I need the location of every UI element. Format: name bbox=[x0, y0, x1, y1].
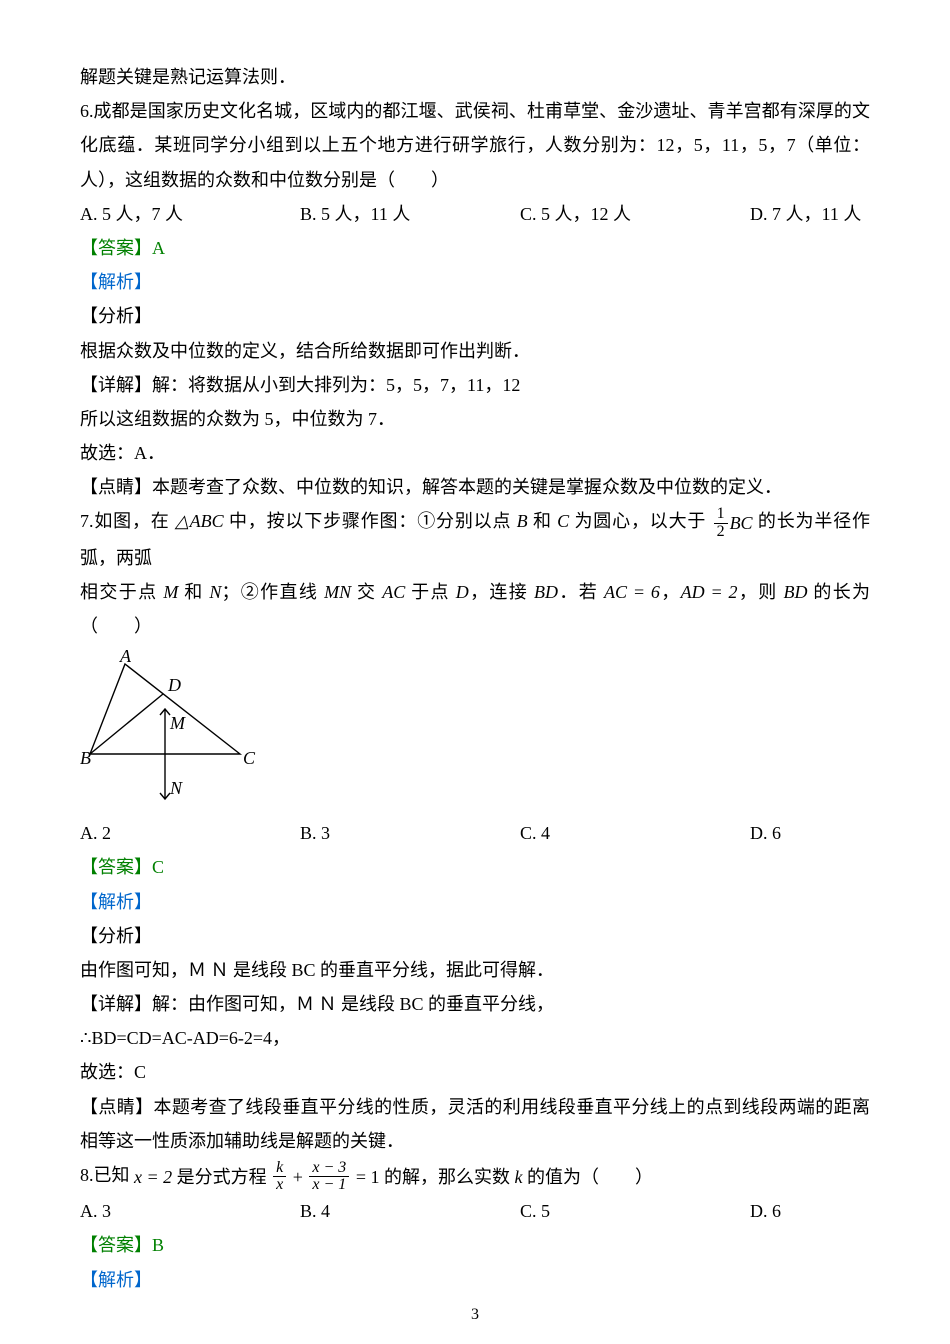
q8-x2: x = 2 bbox=[134, 1167, 172, 1187]
q7-BDlen: BD bbox=[783, 582, 807, 602]
q8-f2-den: x − 1 bbox=[309, 1177, 349, 1194]
q8-choice-b: B. 4 bbox=[300, 1194, 520, 1228]
q8-choices: A. 3 B. 4 C. 5 D. 6 bbox=[80, 1194, 870, 1228]
q7-stemend: ，则 bbox=[738, 582, 784, 602]
q7-MN: MN bbox=[324, 582, 351, 602]
q6-choice-a: A. 5 人，7 人 bbox=[80, 197, 300, 231]
q8-frac1: kx bbox=[273, 1160, 286, 1195]
q7-mid2: 为圆心，以大于 bbox=[569, 511, 711, 531]
q7-stem-line1: 7.如图，在 △ABC 中，按以下步骤作图：①分别以点 B 和 C 为圆心，以大… bbox=[80, 504, 870, 574]
q7-N: N bbox=[209, 582, 221, 602]
q7-AD2: AD = 2 bbox=[681, 582, 738, 602]
q7-BD: BD bbox=[534, 582, 558, 602]
q8-answer: 【答案】B bbox=[80, 1228, 870, 1262]
q7-lbl-C: C bbox=[243, 748, 256, 768]
q6-explain: 【解析】 bbox=[80, 265, 870, 299]
q8-mid1: 是分式方程 bbox=[172, 1167, 271, 1187]
q5-trailing: 解题关键是熟记运算法则． bbox=[80, 60, 870, 94]
q7-AC: AC bbox=[382, 582, 405, 602]
q7-pre: 7.如图，在 bbox=[80, 511, 175, 531]
q8-explain: 【解析】 bbox=[80, 1263, 870, 1297]
q7-lbl-N: N bbox=[169, 778, 183, 798]
q7-lbl-B: B bbox=[80, 748, 91, 768]
q6-stem: 6.成都是国家历史文化名城，区域内的都江堰、武侯祠、杜甫草堂、金沙遗址、青羊宫都… bbox=[80, 94, 870, 197]
q6-analysis: 根据众数及中位数的定义，结合所给数据即可作出判断． bbox=[80, 334, 870, 368]
q7-choice-c: C. 4 bbox=[520, 816, 750, 850]
q7-answer: 【答案】C bbox=[80, 850, 870, 884]
q7-and: 和 bbox=[528, 511, 557, 531]
q6-point: 【点睛】本题考查了众数、中位数的知识，解答本题的关键是掌握众数及中位数的定义． bbox=[80, 470, 870, 504]
q6-choices: A. 5 人，7 人 B. 5 人，11 人 C. 5 人，12 人 D. 7 … bbox=[80, 197, 870, 231]
q6-detail2: 所以这组数据的众数为 5，中位数为 7． bbox=[80, 402, 870, 436]
q8-choice-c: C. 5 bbox=[520, 1194, 750, 1228]
q6-choice-c: C. 5 人，12 人 bbox=[520, 197, 750, 231]
q7-C: C bbox=[557, 511, 569, 531]
q7-half-num: 1 bbox=[714, 506, 728, 524]
q7-AC6: AC = 6 bbox=[604, 582, 660, 602]
q6-answer: 【答案】A bbox=[80, 231, 870, 265]
q7-explain: 【解析】 bbox=[80, 885, 870, 919]
q7-mid6: 于点 bbox=[405, 582, 455, 602]
q8-pre: 8.已知 bbox=[80, 1165, 134, 1185]
q8-choice-d: D. 6 bbox=[750, 1194, 781, 1228]
q6-choice-b: B. 5 人，11 人 bbox=[300, 197, 520, 231]
q8-f1-num: k bbox=[273, 1160, 286, 1178]
q7-choice-d: D. 6 bbox=[750, 816, 781, 850]
q7-calc: ∴BD=CD=AC-AD=6-2=4， bbox=[80, 1021, 870, 1055]
q7-mid7: ，连接 bbox=[469, 582, 534, 602]
q7-half-frac: 12 bbox=[714, 506, 728, 541]
q7-choice-a: A. 2 bbox=[80, 816, 300, 850]
q6-conclude: 故选：A． bbox=[80, 436, 870, 470]
q6-detail1: 【详解】解：将数据从小到大排列为：5，5，7，11，12 bbox=[80, 368, 870, 402]
q7-D: D bbox=[456, 582, 469, 602]
q7-BC: BC bbox=[730, 513, 753, 533]
q7-and2: 和 bbox=[178, 582, 209, 602]
q7-analysis: 由作图可知，Ｍ Ｎ 是线段 BC 的垂直平分线，据此可得解． bbox=[80, 953, 870, 987]
q7-M: M bbox=[163, 582, 178, 602]
q7-l2a: 相交于点 bbox=[80, 582, 163, 602]
q6-analysis-label: 【分析】 bbox=[80, 299, 870, 333]
q7-stem-line2: 相交于点 M 和 N；②作直线 MN 交 AC 于点 D，连接 BD．若 AC … bbox=[80, 575, 870, 643]
q7-figure: A B C D M N bbox=[80, 649, 870, 814]
q7-choice-b: B. 3 bbox=[300, 816, 520, 850]
page-number: 3 bbox=[0, 1306, 950, 1324]
q7-detail: 【详解】解：由作图可知，Ｍ Ｎ 是线段 BC 的垂直平分线， bbox=[80, 987, 870, 1021]
q6-choice-d: D. 7 人，11 人 bbox=[750, 197, 861, 231]
q8-end: 的值为（ ） bbox=[522, 1167, 653, 1187]
q7-B: B bbox=[517, 511, 528, 531]
q7-analysis-label: 【分析】 bbox=[80, 919, 870, 953]
q8-mid2: 的解，那么实数 bbox=[379, 1167, 514, 1187]
q8-f2-num: x − 3 bbox=[309, 1160, 349, 1178]
q7-comma1: ， bbox=[660, 582, 681, 602]
q7-point: 【点睛】本题考查了线段垂直平分线的性质，灵活的利用线段垂直平分线上的点到线段两端… bbox=[80, 1090, 870, 1158]
q7-mid5: 交 bbox=[351, 582, 382, 602]
q7-mid4: ；②作直线 bbox=[221, 582, 324, 602]
q7-lbl-D: D bbox=[167, 675, 181, 695]
q7-conclude: 故选：C bbox=[80, 1055, 870, 1089]
q7-mid8: ．若 bbox=[558, 582, 604, 602]
q8-choice-a: A. 3 bbox=[80, 1194, 300, 1228]
q7-lbl-A: A bbox=[119, 649, 132, 666]
q8-f1-den: x bbox=[273, 1177, 286, 1194]
q7-choices: A. 2 B. 3 C. 4 D. 6 bbox=[80, 816, 870, 850]
q8-eq1: = 1 bbox=[351, 1167, 379, 1187]
q7-tri: △ABC bbox=[175, 511, 224, 531]
q7-mid1: 中，按以下步骤作图：①分别以点 bbox=[224, 511, 517, 531]
q7-lbl-M: M bbox=[169, 713, 186, 733]
q8-frac2: x − 3x − 1 bbox=[309, 1160, 349, 1195]
q7-half-den: 2 bbox=[714, 524, 728, 541]
q8-stem: 8.已知 x = 2 是分式方程 kx + x − 3x − 1 = 1 的解，… bbox=[80, 1158, 870, 1194]
q8-plus: + bbox=[288, 1167, 307, 1187]
q7-figure-svg: A B C D M N bbox=[80, 649, 270, 809]
